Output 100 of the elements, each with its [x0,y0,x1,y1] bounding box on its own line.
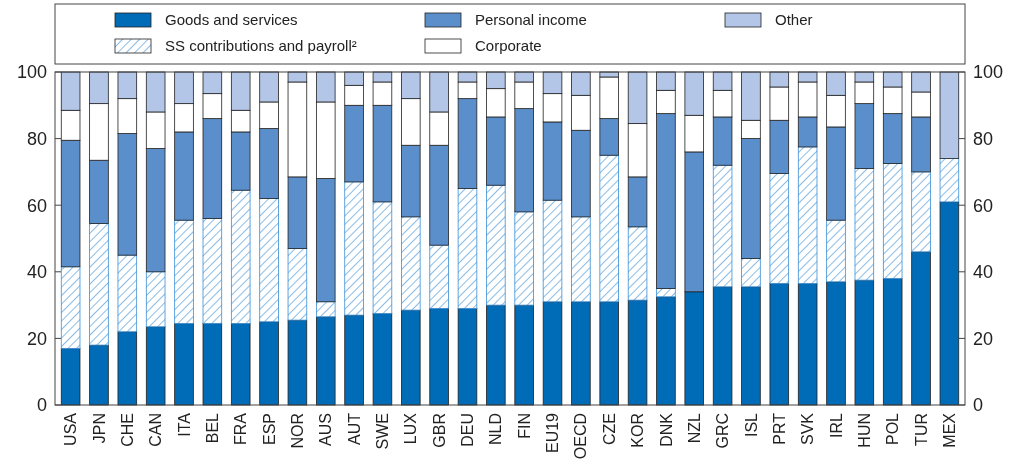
x-tick-label: HUN [855,413,873,448]
bar [571,216,591,303]
bar [287,319,308,406]
x-tick-label: FRA [232,412,250,445]
bar [457,188,478,309]
y-tick-label: 20 [26,328,47,349]
bar [514,304,534,406]
bar [656,296,676,406]
bar [826,219,846,283]
bar [486,184,506,306]
bar [769,173,790,284]
legend-label: Corporate [475,37,542,54]
x-tick-label: NLD [487,413,505,446]
bar [712,164,733,288]
x-tick-label: USA [62,412,80,446]
bar [741,258,761,288]
x-tick-label: GBR [430,413,448,448]
bar [372,313,393,406]
x-tick-label: CZE [600,413,618,445]
bar [174,323,194,406]
bar [939,158,960,203]
bar [571,301,591,406]
x-tick-label: NOR [289,413,306,449]
x-tick-label: ITA [175,412,193,437]
bar [939,71,960,159]
x-tick-label: DNK [657,412,675,447]
x-tick-label: TUR [912,413,930,446]
y-tick-label: 40 [26,262,47,283]
bar [769,283,790,406]
bar [741,286,761,406]
x-tick-label: FIN [515,413,533,439]
bar [542,301,563,406]
legend-label: Other [775,11,813,28]
bar [712,286,733,406]
bar [401,216,421,311]
x-tick-label: CHE [118,413,136,447]
y2-tick-label: 100 [973,62,1004,83]
x-tick-label: ESP [260,413,278,446]
bar [259,321,279,406]
bar [514,211,534,306]
legend-label: Goods and services [165,11,298,28]
bar [797,146,818,284]
x-tick-label: MEX [940,412,958,448]
y2-tick-label: 40 [973,262,994,283]
y-tick-label: 60 [26,195,47,216]
bar [854,279,875,406]
bar [89,344,109,406]
bar [854,168,875,281]
bar [401,309,421,406]
bar [60,347,81,406]
x-tick-label: JPN [90,413,108,444]
y-tick-label: 100 [16,62,47,83]
x-tick-label: LUX [402,412,420,445]
legend-label: SS contributions and payroll² [165,37,357,54]
bar [882,278,903,406]
bar [230,189,251,324]
x-tick-label: EU19 [544,412,562,454]
x-tick-label: KOR [629,413,647,448]
bar [287,248,308,321]
bar [911,251,931,406]
bar [145,271,166,328]
x-tick-label: SVK [799,412,817,446]
bar [486,304,506,406]
y2-tick-label: 80 [973,128,994,149]
y2-tick-label: 60 [973,195,994,216]
bar [117,254,138,333]
x-tick-label: NZL [685,412,703,444]
bar [89,223,109,346]
x-tick-label: CAN [147,413,165,447]
bar [656,288,676,298]
x-tick-label: PRT [770,412,788,445]
bar [344,181,364,316]
x-tick-label: IRL [827,412,845,438]
bar [315,316,336,406]
legend-label: Personal income [475,11,587,28]
bar [60,266,81,349]
bar [315,301,336,318]
bar [911,171,931,253]
bar [372,201,393,314]
bar [627,226,648,301]
bar [882,163,903,279]
bar [202,323,223,406]
x-tick-label: POL [884,412,902,446]
bar [826,281,846,406]
bar [429,244,449,309]
bar [939,201,960,406]
bar [259,198,279,323]
bar [145,326,166,406]
x-tick-label: GRC [714,413,732,449]
x-tick-label: OECD [572,413,590,460]
bar [599,154,619,303]
y2-tick-label: 0 [973,395,984,416]
bar [230,323,251,406]
x-tick-label: AUT [345,412,363,445]
x-tick-label: SWE [374,413,392,450]
x-tick-label: ISL [742,412,760,438]
bar [599,301,619,406]
bar [627,299,648,406]
y-tick-label: 0 [36,395,47,416]
bar [344,314,364,406]
